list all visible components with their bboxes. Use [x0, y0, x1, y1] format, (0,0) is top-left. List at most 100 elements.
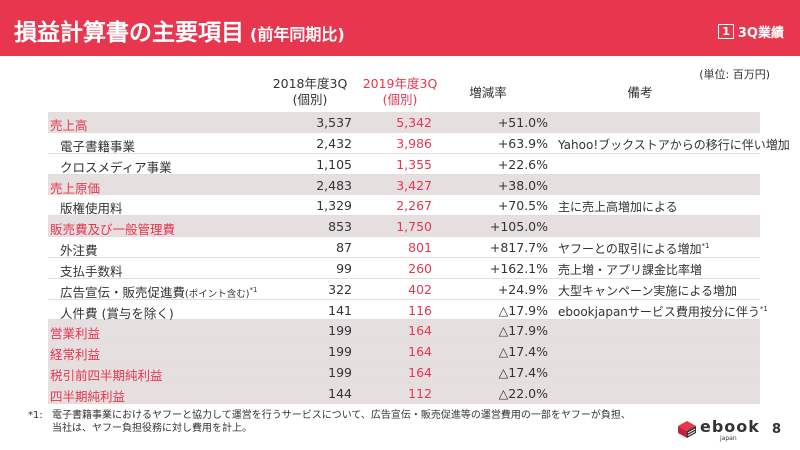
row-label: 電子書籍事業	[60, 138, 136, 154]
table-row: 広告宣伝・販売促進費(ポイント含む)*1 322 402 +24.9% 大型キャ…	[48, 279, 760, 300]
value-2018: 199	[328, 323, 352, 339]
note-text: ebookjapanサービス費用按分に伴う	[558, 304, 760, 319]
label-text: 広告宣伝・販売促進費	[60, 284, 186, 300]
col-2019-line2: (個別)	[382, 92, 418, 107]
change-rate: +162.1%	[489, 260, 548, 276]
row-note: ebookjapanサービス費用按分に伴う*1	[558, 303, 768, 320]
col-2018-line1: 2018年度3Q	[272, 76, 348, 91]
value-2019: 1,750	[396, 219, 432, 235]
value-2019: 260	[408, 260, 432, 276]
col-head-note: 備考	[627, 85, 653, 100]
footnote-line-2: 当社は、ヤフー負担役務に対し費用を計上。	[52, 423, 252, 434]
table-row: 版権使用料 1,329 2,267 +70.5% 主に売上高増加による	[48, 195, 760, 216]
label-footnote-mark: *1	[249, 285, 258, 294]
row-note: ヤフーとの取引による増加*1	[558, 240, 710, 257]
row-label: 税引前四半期純利益	[50, 368, 163, 384]
value-2018: 87	[336, 240, 352, 256]
value-2019: 164	[408, 344, 432, 360]
change-rate: +105.0%	[489, 219, 548, 235]
value-2018: 199	[328, 344, 352, 360]
row-label: 広告宣伝・販売促進費(ポイント含む)*1	[60, 282, 257, 301]
value-2018: 853	[328, 219, 352, 235]
title-main: 損益計算書の主要項目	[14, 20, 244, 46]
footnote-mark: *1:	[28, 410, 43, 421]
change-rate: +51.0%	[497, 115, 548, 130]
value-2019: 5,342	[396, 115, 432, 130]
row-note: Yahoo!ブックストアからの移行に伴い増加	[558, 137, 790, 152]
value-2019: 164	[408, 323, 432, 339]
note-footnote-mark: *1	[759, 304, 768, 313]
change-rate: △17.4%	[498, 344, 548, 360]
value-2019: 3,986	[396, 135, 432, 151]
row-note: 大型キャンペーン実施による増加	[558, 283, 738, 298]
table-row: 外注費 87 801 +817.7% ヤフーとの取引による増加*1	[48, 237, 760, 258]
note-text: ヤフーとの取引による増加	[558, 242, 702, 257]
value-2018: 3,537	[316, 115, 352, 130]
slide-title: 損益計算書の主要項目 (前年同期比)	[14, 13, 345, 47]
logo-text: ebook	[700, 417, 760, 436]
logo-subtext: japan	[720, 435, 737, 442]
row-label: 版権使用料	[60, 201, 123, 217]
footnote-line-1: 電子書籍事業におけるヤフーと協力して運営を行うサービスについて、広告宣伝・販売促…	[52, 410, 631, 421]
unit-label: (単位: 百万円)	[699, 68, 770, 81]
value-2019: 3,427	[396, 177, 432, 193]
pl-table: 売上高 3,537 5,342 +51.0% 電子書籍事業 2,432 3,98…	[48, 112, 790, 404]
row-label: 外注費	[60, 243, 98, 259]
row-label: 売上高	[50, 118, 88, 133]
title-sub: (前年同期比)	[250, 25, 345, 44]
label-small: (ポイント含む)	[185, 288, 250, 300]
section-text: 3Q業績	[737, 26, 784, 41]
change-rate: △17.4%	[498, 365, 548, 381]
table-row: 四半期純利益 144 112 △22.0%	[48, 382, 760, 404]
change-rate: +63.9%	[497, 135, 548, 151]
value-2019: 402	[408, 281, 432, 297]
table-row: クロスメディア事業 1,105 1,355 +22.6%	[48, 154, 760, 175]
row-label: 経常利益	[50, 347, 101, 363]
note-footnote-mark: *1	[701, 242, 710, 251]
change-rate: △17.9%	[498, 323, 548, 339]
section-badge: 1	[718, 24, 734, 39]
table-row: 営業利益 199 164 △17.9%	[48, 320, 760, 341]
change-rate: +817.7%	[489, 240, 548, 256]
book-stack-icon	[678, 421, 696, 438]
table-row: 経常利益 199 164 △17.4%	[48, 341, 760, 362]
page-number: 8	[772, 422, 782, 437]
value-2019: 116	[408, 302, 432, 318]
change-rate: +24.9%	[497, 281, 548, 297]
table-row: 電子書籍事業 2,432 3,986 +63.9% Yahoo!ブックストアから…	[48, 133, 790, 154]
table-row: 売上高 3,537 5,342 +51.0%	[48, 112, 760, 133]
row-label: クロスメディア事業	[60, 159, 172, 175]
table-row: 支払手数料 99 260 +162.1% 売上増・アプリ課金比率増	[48, 258, 760, 279]
change-rate: +38.0%	[497, 177, 548, 193]
row-label: 人件費 (賞与を除く)	[60, 305, 174, 321]
change-rate: +22.6%	[497, 156, 548, 172]
value-2018: 199	[328, 365, 352, 381]
value-2018: 2,432	[316, 135, 352, 151]
col-2018-line2: (個別)	[292, 92, 328, 107]
value-2018: 141	[328, 302, 352, 318]
table-row: 人件費 (賞与を除く) 141 116 △17.9% ebookjapanサービ…	[48, 300, 768, 321]
value-2018: 1,329	[316, 198, 352, 214]
value-2019: 1,355	[396, 156, 432, 172]
value-2018: 2,483	[316, 177, 352, 193]
table-row: 販売費及び一般管理費 853 1,750 +105.0%	[48, 216, 760, 237]
change-rate: △22.0%	[498, 385, 548, 401]
col-2019-line1: 2019年度3Q	[362, 76, 438, 91]
row-label: 営業利益	[50, 326, 101, 342]
change-rate: △17.9%	[498, 302, 548, 318]
row-note: 主に売上高増加による	[558, 200, 678, 215]
value-2018: 144	[328, 385, 352, 401]
row-label: 売上原価	[50, 180, 101, 196]
row-label: 四半期純利益	[50, 388, 126, 404]
row-label: 販売費及び一般管理費	[50, 222, 176, 238]
value-2018: 322	[328, 281, 352, 297]
row-label: 支払手数料	[60, 263, 123, 279]
value-2019: 112	[408, 385, 432, 401]
value-2018: 1,105	[316, 156, 352, 172]
slide-header: 損益計算書の主要項目 (前年同期比) 1 3Q業績	[0, 0, 800, 56]
change-rate: +70.5%	[497, 198, 548, 214]
table-row: 売上原価 2,483 3,427 +38.0%	[48, 174, 760, 196]
col-head-rate: 増減率	[469, 85, 507, 100]
value-2019: 164	[408, 365, 432, 381]
section-label: 1 3Q業績	[718, 22, 784, 41]
